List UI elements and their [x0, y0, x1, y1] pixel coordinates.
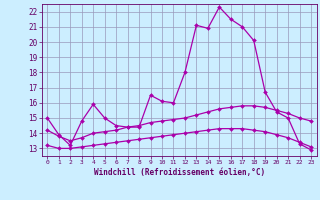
X-axis label: Windchill (Refroidissement éolien,°C): Windchill (Refroidissement éolien,°C) [94, 168, 265, 177]
